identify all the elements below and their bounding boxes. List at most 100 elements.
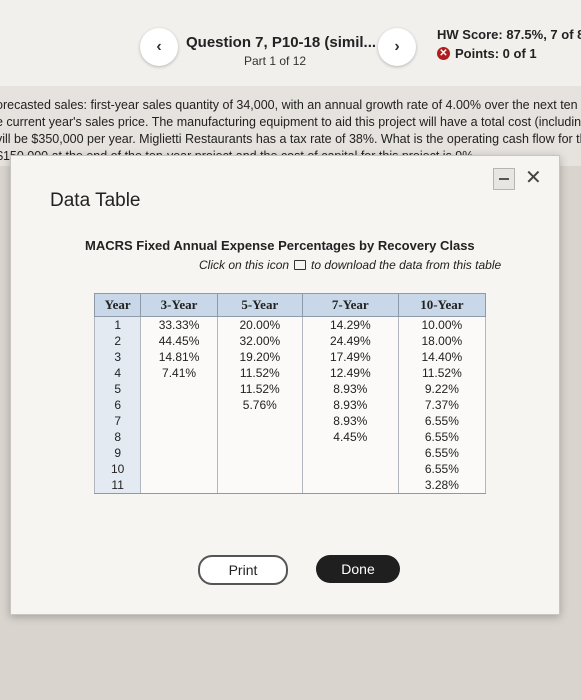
next-question-button[interactable]: › xyxy=(378,28,416,66)
percentage-cell xyxy=(216,429,303,445)
column-header-10-year: 10-Year xyxy=(397,293,487,317)
year-cell: 11 xyxy=(93,477,142,494)
column-header-7-year: 7-Year xyxy=(301,293,399,317)
percentage-cell: 19.20% xyxy=(216,349,303,365)
question-title: Question 7, P10-18 (simil... xyxy=(186,34,377,51)
percentage-cell xyxy=(301,461,399,477)
year-cell: 3 xyxy=(93,349,142,365)
percentage-cell: 17.49% xyxy=(301,349,399,365)
percentage-cell: 7.37% xyxy=(397,397,487,413)
percentage-cell xyxy=(216,477,303,494)
percentage-cell: 11.52% xyxy=(397,365,487,381)
done-button[interactable]: Done xyxy=(316,555,400,583)
close-button[interactable]: ✕ xyxy=(525,165,542,190)
year-cell: 10 xyxy=(93,461,142,477)
chevron-right-icon: › xyxy=(394,38,400,55)
points-label: Points: 0 of 1 xyxy=(455,46,537,61)
percentage-cell: 5.76% xyxy=(216,397,303,413)
year-cell: 2 xyxy=(93,333,142,349)
percentage-cell: 14.40% xyxy=(397,349,487,365)
chevron-left-icon: ‹ xyxy=(156,38,162,55)
close-icon: ✕ xyxy=(525,167,542,189)
column-header-3-year: 3-Year xyxy=(140,293,218,317)
table-row: 10 6.55% xyxy=(93,461,487,477)
year-cell: 7 xyxy=(93,413,142,429)
incorrect-icon: ✕ xyxy=(437,47,450,60)
macrs-table: Year 3-Year 5-Year 7-Year 10-Year 1 33.33… xyxy=(93,293,487,494)
percentage-cell: 20.00% xyxy=(216,316,303,333)
percentage-cell: 6.55% xyxy=(397,445,487,461)
year-cell: 8 xyxy=(93,429,142,445)
download-instruction: Click on this icon to download the data … xyxy=(199,258,501,272)
table-row: 2 44.45% 32.00% 24.49% 18.00% xyxy=(93,333,487,349)
percentage-cell: 8.93% xyxy=(301,413,399,429)
percentage-cell: 24.49% xyxy=(301,333,399,349)
percentage-cell xyxy=(140,413,218,429)
percentage-cell xyxy=(216,445,303,461)
dialog-title: Data Table xyxy=(50,190,141,211)
download-prefix: Click on this icon xyxy=(199,258,290,272)
year-cell: 5 xyxy=(93,381,142,397)
percentage-cell xyxy=(140,381,218,397)
year-cell: 9 xyxy=(93,445,142,461)
percentage-cell xyxy=(140,429,218,445)
table-row: 6 5.76% 8.93% 7.37% xyxy=(93,397,487,413)
previous-question-button[interactable]: ‹ xyxy=(140,28,178,66)
percentage-cell: 12.49% xyxy=(301,365,399,381)
download-suffix: to download the data from this table xyxy=(311,258,502,272)
points-status: ✕ Points: 0 of 1 xyxy=(437,46,537,61)
percentage-cell xyxy=(140,477,218,494)
percentage-cell: 11.52% xyxy=(216,365,303,381)
hw-score: HW Score: 87.5%, 7 of 8 xyxy=(437,27,581,42)
table-header-row: Year 3-Year 5-Year 7-Year 10-Year xyxy=(93,293,487,317)
table-row: 8 4.45% 6.55% xyxy=(93,429,487,445)
percentage-cell: 8.93% xyxy=(301,397,399,413)
percentage-cell: 6.55% xyxy=(397,413,487,429)
percentage-cell: 11.52% xyxy=(216,381,303,397)
year-cell: 6 xyxy=(93,397,142,413)
percentage-cell xyxy=(216,461,303,477)
percentage-cell: 7.41% xyxy=(140,365,218,381)
percentage-cell xyxy=(301,477,399,494)
column-header-5-year: 5-Year xyxy=(216,293,303,317)
percentage-cell: 6.55% xyxy=(397,429,487,445)
percentage-cell: 33.33% xyxy=(140,316,218,333)
year-cell: 1 xyxy=(93,316,142,333)
table-row: 11 3.28% xyxy=(93,477,487,494)
percentage-cell: 18.00% xyxy=(397,333,487,349)
table-row: 3 14.81% 19.20% 17.49% 14.40% xyxy=(93,349,487,365)
percentage-cell: 44.45% xyxy=(140,333,218,349)
table-heading: MACRS Fixed Annual Expense Percentages b… xyxy=(85,238,475,253)
minimize-button[interactable] xyxy=(493,168,515,190)
question-header: ‹ Question 7, P10-18 (simil... Part 1 of… xyxy=(0,0,581,86)
percentage-cell: 6.55% xyxy=(397,461,487,477)
percentage-cell: 32.00% xyxy=(216,333,303,349)
percentage-cell: 14.81% xyxy=(140,349,218,365)
problem-line: vill be $350,000 per year. Miglietti Res… xyxy=(0,132,581,146)
percentage-cell xyxy=(140,397,218,413)
table-row: 7 8.93% 6.55% xyxy=(93,413,487,429)
percentage-cell: 10.00% xyxy=(397,316,487,333)
percentage-cell: 14.29% xyxy=(301,316,399,333)
problem-line: orecasted sales: first-year sales quanti… xyxy=(0,98,581,112)
percentage-cell xyxy=(140,445,218,461)
percentage-cell xyxy=(301,445,399,461)
table-row: 4 7.41% 11.52% 12.49% 11.52% xyxy=(93,365,487,381)
problem-text: orecasted sales: first-year sales quanti… xyxy=(0,86,581,166)
percentage-cell: 3.28% xyxy=(397,477,487,494)
question-part: Part 1 of 12 xyxy=(244,54,307,68)
table-row: 9 6.55% xyxy=(93,445,487,461)
data-table-dialog: Data Table ✕ MACRS Fixed Annual Expense … xyxy=(10,155,560,615)
percentage-cell xyxy=(140,461,218,477)
download-icon[interactable] xyxy=(294,260,307,270)
print-button[interactable]: Print xyxy=(198,555,288,585)
percentage-cell: 8.93% xyxy=(301,381,399,397)
percentage-cell xyxy=(216,413,303,429)
percentage-cell: 9.22% xyxy=(397,381,487,397)
percentage-cell: 4.45% xyxy=(301,429,399,445)
table-row: 5 11.52% 8.93% 9.22% xyxy=(93,381,487,397)
year-cell: 4 xyxy=(93,365,142,381)
problem-line: e current year's sales price. The manufa… xyxy=(0,115,581,129)
column-header-year: Year xyxy=(93,293,142,317)
table-row: 1 33.33% 20.00% 14.29% 10.00% xyxy=(93,316,487,333)
